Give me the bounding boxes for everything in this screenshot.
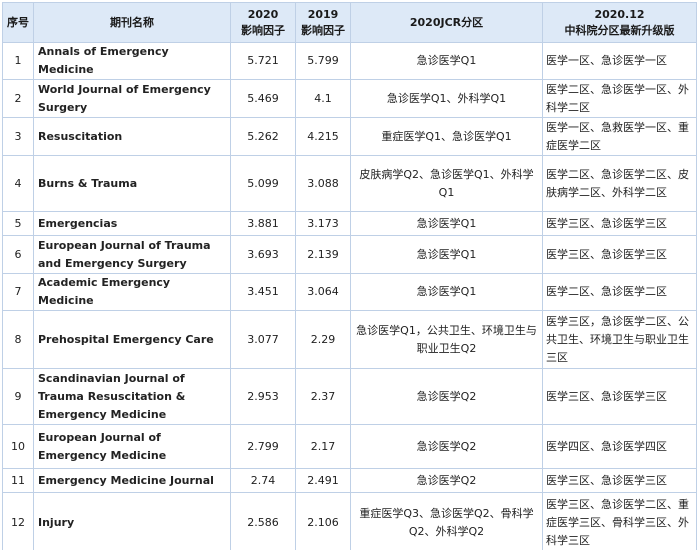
cell-if2020: 2.586 bbox=[230, 492, 296, 550]
table-row: 6 European Journal of Trauma and Emergen… bbox=[2, 235, 697, 274]
cell-cas: 医学二区、急诊医学二区、皮肤病学二区、外科学二区 bbox=[542, 155, 697, 212]
cell-if2019: 2.29 bbox=[295, 310, 351, 369]
cell-if2020: 5.262 bbox=[230, 117, 296, 156]
cell-journal-name: Prehospital Emergency Care bbox=[33, 310, 231, 369]
header-jcr: 2020JCR分区 bbox=[350, 2, 543, 43]
table-row: 10 European Journal of Emergency Medicin… bbox=[2, 424, 697, 469]
cell-if2019: 3.064 bbox=[295, 273, 351, 311]
cell-if2019: 2.106 bbox=[295, 492, 351, 550]
cell-jcr: 皮肤病学Q2、急诊医学Q1、外科学Q1 bbox=[350, 155, 543, 212]
cell-no: 11 bbox=[2, 468, 34, 493]
table-row: 4 Burns & Trauma 5.099 3.088 皮肤病学Q2、急诊医学… bbox=[2, 155, 697, 212]
header-if2019: 2019 影响因子 bbox=[295, 2, 351, 43]
cell-no: 5 bbox=[2, 211, 34, 236]
cell-journal-name: Injury bbox=[33, 492, 231, 550]
cell-no: 7 bbox=[2, 273, 34, 311]
cell-if2019: 3.088 bbox=[295, 155, 351, 212]
cell-cas: 医学三区，急诊医学二区、公共卫生、环境卫生与职业卫生三区 bbox=[542, 310, 697, 369]
cell-if2020: 5.099 bbox=[230, 155, 296, 212]
cell-journal-name: Burns & Trauma bbox=[33, 155, 231, 212]
header-if2019-year: 2019 bbox=[307, 7, 339, 21]
cell-if2019: 2.37 bbox=[295, 368, 351, 425]
cell-journal-name: Scandinavian Journal of Trauma Resuscita… bbox=[33, 368, 231, 425]
cell-cas: 医学三区、急诊医学三区 bbox=[542, 368, 697, 425]
cell-cas: 医学四区、急诊医学四区 bbox=[542, 424, 697, 469]
cell-if2019: 2.491 bbox=[295, 468, 351, 493]
header-if2019-label: 影响因子 bbox=[301, 23, 345, 37]
cell-no: 9 bbox=[2, 368, 34, 425]
cell-no: 4 bbox=[2, 155, 34, 212]
cell-no: 6 bbox=[2, 235, 34, 274]
cell-jcr: 急诊医学Q1，公共卫生、环境卫生与职业卫生Q2 bbox=[350, 310, 543, 369]
cell-journal-name: European Journal of Emergency Medicine bbox=[33, 424, 231, 469]
cell-cas: 医学三区、急诊医学二区、重症医学三区、骨科学三区、外科学三区 bbox=[542, 492, 697, 550]
cell-if2019: 3.173 bbox=[295, 211, 351, 236]
table-row: 2 World Journal of Emergency Surgery 5.4… bbox=[2, 79, 697, 118]
cell-if2020: 5.469 bbox=[230, 79, 296, 118]
cell-if2019: 2.17 bbox=[295, 424, 351, 469]
table-row: 9 Scandinavian Journal of Trauma Resusci… bbox=[2, 368, 697, 425]
cell-cas: 医学三区、急诊医学三区 bbox=[542, 235, 697, 274]
cell-cas: 医学二区、急诊医学一区、外科学二区 bbox=[542, 79, 697, 118]
cell-jcr: 急诊医学Q1 bbox=[350, 42, 543, 80]
cell-if2020: 3.451 bbox=[230, 273, 296, 311]
cell-journal-name: Annals of Emergency Medicine bbox=[33, 42, 231, 80]
header-no: 序号 bbox=[2, 2, 34, 43]
cell-if2020: 2.799 bbox=[230, 424, 296, 469]
cell-journal-name: World Journal of Emergency Surgery bbox=[33, 79, 231, 118]
cell-no: 2 bbox=[2, 79, 34, 118]
table-row: 5 Emergencias 3.881 3.173 急诊医学Q1 医学三区、急诊… bbox=[2, 211, 697, 236]
cell-no: 1 bbox=[2, 42, 34, 80]
cell-journal-name: Resuscitation bbox=[33, 117, 231, 156]
table-row: 1 Annals of Emergency Medicine 5.721 5.7… bbox=[2, 42, 697, 80]
cell-if2019: 4.215 bbox=[295, 117, 351, 156]
cell-if2019: 2.139 bbox=[295, 235, 351, 274]
cell-no: 12 bbox=[2, 492, 34, 550]
cell-journal-name: Emergency Medicine Journal bbox=[33, 468, 231, 493]
cell-no: 3 bbox=[2, 117, 34, 156]
table-row: 12 Injury 2.586 2.106 重症医学Q3、急诊医学Q2、骨科学Q… bbox=[2, 492, 697, 550]
table-row: 11 Emergency Medicine Journal 2.74 2.491… bbox=[2, 468, 697, 493]
header-cas-date: 2020.12 bbox=[594, 7, 645, 21]
cell-if2020: 2.953 bbox=[230, 368, 296, 425]
header-if2020: 2020 影响因子 bbox=[230, 2, 296, 43]
cell-jcr: 急诊医学Q1、外科学Q1 bbox=[350, 79, 543, 118]
header-if2020-label: 影响因子 bbox=[241, 23, 285, 37]
cell-if2020: 3.693 bbox=[230, 235, 296, 274]
cell-jcr: 急诊医学Q2 bbox=[350, 424, 543, 469]
cell-jcr: 急诊医学Q1 bbox=[350, 273, 543, 311]
cell-journal-name: European Journal of Trauma and Emergency… bbox=[33, 235, 231, 274]
header-if2020-year: 2020 bbox=[247, 7, 279, 21]
cell-no: 10 bbox=[2, 424, 34, 469]
table-row: 3 Resuscitation 5.262 4.215 重症医学Q1、急诊医学Q… bbox=[2, 117, 697, 156]
cell-jcr: 重症医学Q3、急诊医学Q2、骨科学Q2、外科学Q2 bbox=[350, 492, 543, 550]
cell-jcr: 急诊医学Q2 bbox=[350, 368, 543, 425]
cell-cas: 医学三区、急诊医学三区 bbox=[542, 211, 697, 236]
cell-no: 8 bbox=[2, 310, 34, 369]
cell-if2020: 3.077 bbox=[230, 310, 296, 369]
header-cas-label: 中科院分区最新升级版 bbox=[564, 23, 675, 37]
header-name: 期刊名称 bbox=[33, 2, 231, 43]
cell-if2019: 4.1 bbox=[295, 79, 351, 118]
cell-journal-name: Academic Emergency Medicine bbox=[33, 273, 231, 311]
table-row: 7 Academic Emergency Medicine 3.451 3.06… bbox=[2, 273, 697, 311]
cell-if2020: 2.74 bbox=[230, 468, 296, 493]
cell-if2020: 5.721 bbox=[230, 42, 296, 80]
cell-cas: 医学一区、急诊医学一区 bbox=[542, 42, 697, 80]
cell-jcr: 急诊医学Q1 bbox=[350, 235, 543, 274]
cell-cas: 医学三区、急诊医学三区 bbox=[542, 468, 697, 493]
cell-if2020: 3.881 bbox=[230, 211, 296, 236]
cell-cas: 医学二区、急诊医学二区 bbox=[542, 273, 697, 311]
table-header-row: 序号 期刊名称 2020 影响因子 2019 影响因子 2020JCR分区 20… bbox=[2, 2, 697, 43]
cell-jcr: 急诊医学Q2 bbox=[350, 468, 543, 493]
cell-if2019: 5.799 bbox=[295, 42, 351, 80]
cell-cas: 医学一区、急救医学一区、重症医学二区 bbox=[542, 117, 697, 156]
cell-jcr: 急诊医学Q1 bbox=[350, 211, 543, 236]
table-row: 8 Prehospital Emergency Care 3.077 2.29 … bbox=[2, 310, 697, 369]
cell-journal-name: Emergencias bbox=[33, 211, 231, 236]
header-cas: 2020.12 中科院分区最新升级版 bbox=[542, 2, 697, 43]
cell-jcr: 重症医学Q1、急诊医学Q1 bbox=[350, 117, 543, 156]
